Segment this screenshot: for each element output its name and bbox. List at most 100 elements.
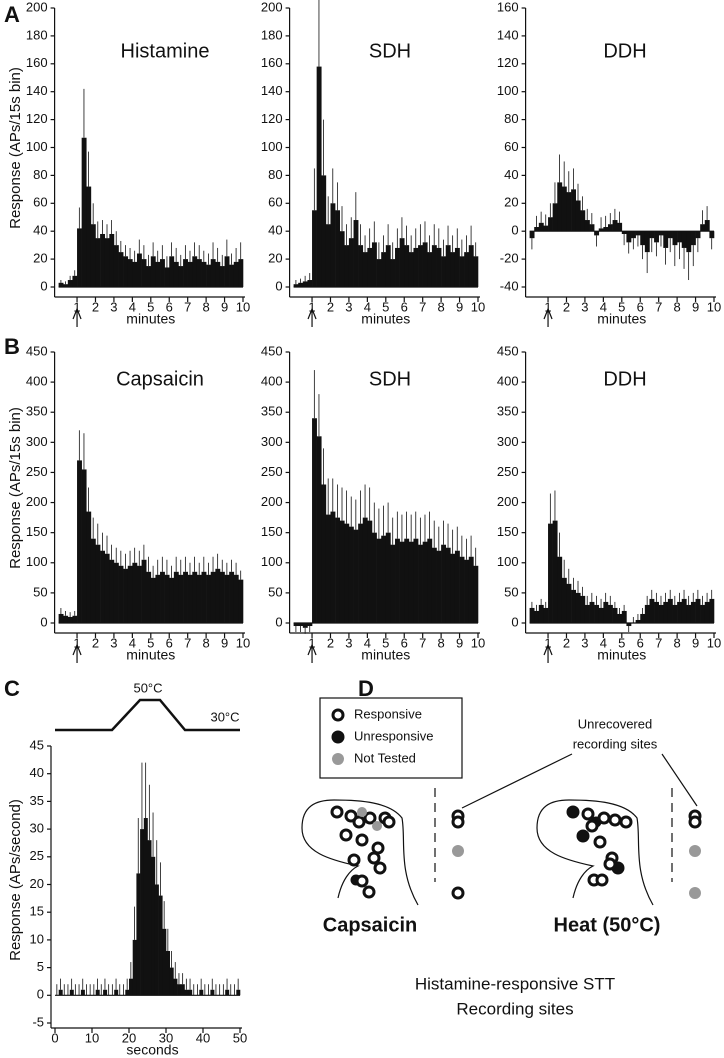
bar bbox=[571, 189, 576, 232]
y-tick-label: 5 bbox=[37, 959, 44, 974]
bar bbox=[147, 840, 152, 996]
x-tick-label: 7 bbox=[419, 635, 426, 650]
bar bbox=[321, 484, 327, 623]
bar bbox=[136, 253, 142, 287]
bar bbox=[72, 615, 78, 623]
x-tick-label: 4 bbox=[364, 299, 371, 314]
site bbox=[603, 857, 617, 871]
x-tick-label: 7 bbox=[419, 299, 426, 314]
caption: Recording sites bbox=[456, 999, 573, 1018]
x-tick-label: 10 bbox=[85, 1030, 99, 1045]
y-tick-label: 180 bbox=[26, 27, 48, 42]
x-tick-label: 3 bbox=[345, 299, 352, 314]
site bbox=[382, 815, 396, 829]
x-tick-label: 1 bbox=[308, 635, 315, 650]
bar bbox=[67, 280, 73, 287]
bar bbox=[626, 623, 632, 627]
legend: Responsive Unresponsive Not Tested bbox=[319, 697, 463, 779]
bar bbox=[367, 247, 373, 287]
x-tick-label: 30 bbox=[159, 1030, 173, 1045]
bar bbox=[353, 529, 359, 623]
y-tick-label: 80 bbox=[33, 167, 47, 182]
bar bbox=[612, 220, 618, 232]
bar bbox=[312, 210, 317, 287]
bar bbox=[77, 460, 82, 623]
bar bbox=[607, 604, 613, 623]
bar bbox=[376, 538, 382, 623]
x-tick-label: 2 bbox=[92, 635, 99, 650]
stimulus-arrow bbox=[543, 643, 553, 663]
x-tick-label: 6 bbox=[166, 635, 173, 650]
bar bbox=[626, 231, 632, 243]
bar bbox=[100, 550, 105, 623]
bar bbox=[118, 252, 124, 287]
bar bbox=[141, 559, 147, 623]
bar bbox=[298, 282, 304, 287]
bar bbox=[154, 884, 159, 996]
bar bbox=[100, 233, 105, 287]
y-tick-label: 400 bbox=[26, 374, 48, 389]
bar bbox=[302, 281, 308, 287]
bar bbox=[445, 547, 451, 623]
y-tick-label: 15 bbox=[30, 904, 44, 919]
y-tick-label: 10 bbox=[30, 931, 44, 946]
x-tick-label: 3 bbox=[345, 635, 352, 650]
panel-label: D bbox=[358, 676, 374, 701]
x-axis-label: minutes bbox=[361, 311, 410, 327]
bar bbox=[321, 175, 327, 287]
x-tick-label: 6 bbox=[637, 299, 644, 314]
bar bbox=[617, 222, 623, 232]
x-tick-label: 6 bbox=[637, 635, 644, 650]
x-tick-label: 3 bbox=[110, 299, 117, 314]
y-tick-label: 150 bbox=[26, 524, 48, 539]
stimulus-arrow bbox=[307, 307, 317, 327]
bar bbox=[224, 256, 230, 287]
bar bbox=[362, 252, 368, 287]
x-tick-label: 1 bbox=[73, 299, 80, 314]
y-tick-label: 400 bbox=[497, 374, 519, 389]
bar bbox=[81, 137, 87, 287]
bar bbox=[464, 559, 470, 623]
bar bbox=[427, 538, 433, 623]
y-tick-label: -20 bbox=[500, 251, 519, 266]
x-axis-label: seconds bbox=[126, 1042, 178, 1058]
bar bbox=[399, 238, 405, 287]
bar bbox=[464, 252, 470, 287]
site bbox=[576, 829, 590, 843]
y-tick-label: 250 bbox=[261, 464, 283, 479]
bar bbox=[640, 231, 646, 246]
x-tick-label: 8 bbox=[203, 299, 210, 314]
y-tick-label: 25 bbox=[30, 848, 44, 863]
bar bbox=[450, 252, 456, 287]
bar bbox=[450, 553, 456, 623]
bar bbox=[72, 275, 78, 287]
chart-title: Capsaicin bbox=[116, 368, 204, 390]
bar bbox=[700, 604, 706, 623]
bar bbox=[344, 523, 350, 623]
bar bbox=[316, 66, 322, 287]
x-tick-label: 8 bbox=[438, 635, 445, 650]
y-tick-label: 160 bbox=[26, 55, 48, 70]
bar bbox=[199, 989, 204, 996]
bar bbox=[210, 989, 215, 996]
x-tick-label: 10 bbox=[236, 635, 250, 650]
bar bbox=[67, 616, 73, 623]
x-tick-label: 4 bbox=[129, 635, 136, 650]
bar bbox=[473, 256, 479, 287]
y-tick-label: 300 bbox=[261, 434, 283, 449]
section-heat: Heat (50°C) bbox=[536, 788, 702, 936]
bar bbox=[330, 511, 336, 623]
x-axis-label: minutes bbox=[597, 647, 646, 663]
bar bbox=[146, 266, 152, 287]
bar bbox=[663, 601, 669, 623]
y-tick-label: 300 bbox=[497, 434, 519, 449]
x-axis-label: minutes bbox=[126, 647, 175, 663]
bar bbox=[445, 245, 451, 287]
y-tick-label: -5 bbox=[32, 1014, 44, 1029]
bar bbox=[566, 583, 572, 623]
bar bbox=[575, 592, 581, 623]
bar bbox=[436, 550, 442, 623]
bar bbox=[224, 574, 230, 623]
bar bbox=[298, 623, 304, 627]
bar bbox=[236, 989, 241, 996]
